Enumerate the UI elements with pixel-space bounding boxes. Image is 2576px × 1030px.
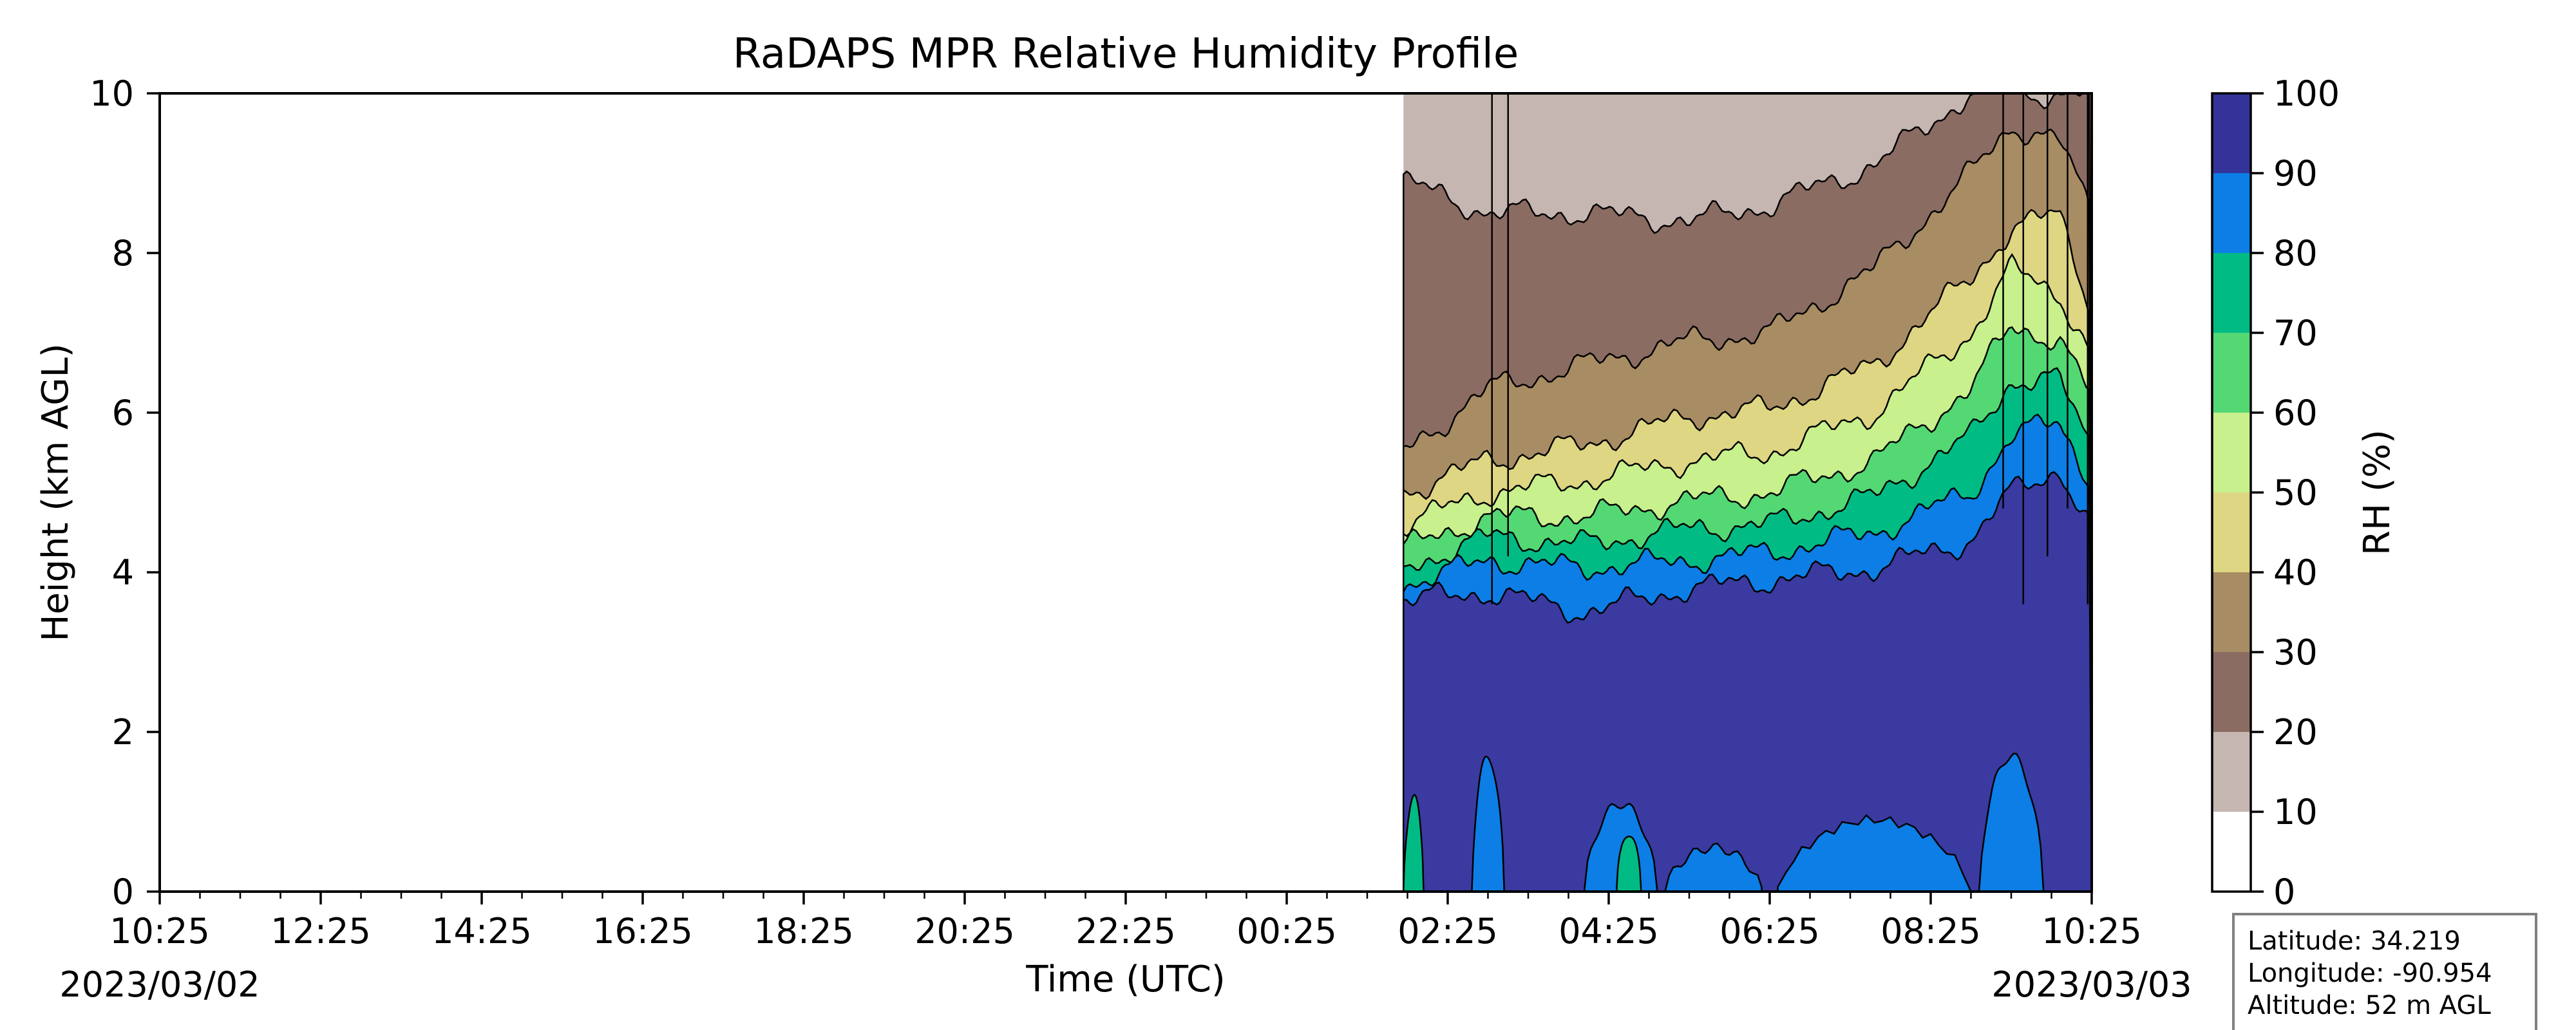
- colorbar-tick-label: 60: [2273, 393, 2318, 433]
- x-tick-label: 08:25: [1880, 911, 1981, 951]
- colorbar-segment: [2212, 572, 2251, 652]
- colorbar-tick-label: 100: [2273, 73, 2340, 114]
- x-tick-label: 16:25: [592, 911, 693, 951]
- info-longitude: Longitude: -90.954: [2248, 959, 2492, 988]
- plot-area: [1402, 93, 2092, 892]
- colorbar-tick-label: 50: [2273, 473, 2318, 513]
- colorbar-tick-label: 10: [2273, 792, 2318, 832]
- x-start-date: 2023/03/02: [59, 964, 260, 1005]
- x-tick-label: 22:25: [1075, 911, 1176, 951]
- y-tick-label: 0: [112, 872, 134, 912]
- x-tick-label: 10:25: [2041, 911, 2142, 951]
- rh-surface-patch: [1403, 794, 1425, 892]
- y-axis-label: Height (km AGL): [35, 343, 77, 641]
- colorbar-tick-label: 40: [2273, 552, 2318, 593]
- chart-title: RaDAPS MPR Relative Humidity Profile: [733, 30, 1519, 78]
- y-tick-label: 8: [112, 233, 134, 274]
- colorbar-tick-label: 80: [2273, 233, 2318, 274]
- x-tick-label: 14:25: [431, 911, 532, 951]
- colorbar-label: RH (%): [2356, 429, 2398, 556]
- x-axis-label: Time (UTC): [1025, 959, 1226, 1000]
- x-tick-label: 06:25: [1719, 911, 1820, 951]
- colorbar-segment: [2212, 93, 2251, 173]
- y-tick-label: 6: [112, 393, 134, 433]
- colorbar-segment: [2212, 652, 2251, 732]
- colorbar-tick-label: 0: [2273, 872, 2295, 912]
- x-tick-label: 04:25: [1558, 911, 1659, 951]
- x-tick-label: 00:25: [1236, 911, 1337, 951]
- info-latitude: Latitude: 34.219: [2248, 926, 2461, 956]
- colorbar-segment: [2212, 812, 2251, 892]
- y-tick-label: 4: [112, 552, 134, 593]
- x-axis: 10:25 12:25 14:25 16:25 18:25 20:25 22:25 00:25…: [109, 892, 2142, 951]
- rh-band-above-90: [1402, 471, 2092, 892]
- colorbar-segment: [2212, 492, 2251, 572]
- colorbar-segment: [2212, 173, 2251, 253]
- x-end-date: 2023/03/03: [1991, 964, 2192, 1005]
- colorbar-segment: [2212, 413, 2251, 492]
- y-tick-label: 2: [112, 712, 134, 753]
- colorbar: 0 10 20 30 40 50 60 70 80 90 100: [2211, 73, 2340, 912]
- y-axis: 0 2 4 6 8 10: [90, 73, 160, 912]
- colorbar-tick-label: 20: [2273, 712, 2318, 753]
- colorbar-tick-label: 90: [2273, 153, 2318, 194]
- info-box-frame: [2232, 913, 2537, 1030]
- x-tick-label: 10:25: [109, 911, 210, 951]
- rh-surface-patch: [1471, 755, 1505, 892]
- rh-surface-patch: [1978, 753, 2045, 892]
- colorbar-segment: [2212, 732, 2251, 812]
- x-tick-label: 20:25: [914, 911, 1015, 951]
- rh-surface-patch: [1777, 814, 1972, 892]
- rh-surface-patch: [1664, 842, 1763, 892]
- rh-surface-patch: [1616, 836, 1642, 892]
- y-tick-label: 10: [90, 73, 134, 114]
- info-box: Latitude: 34.219 Longitude: -90.954 Alti…: [2232, 913, 2537, 1030]
- colorbar-tick-label: 30: [2273, 632, 2318, 673]
- x-tick-label: 18:25: [753, 911, 854, 951]
- info-altitude: Altitude: 52 m AGL: [2248, 991, 2491, 1020]
- colorbar-tick-label: 70: [2273, 313, 2318, 353]
- x-tick-label: 02:25: [1397, 911, 1498, 951]
- colorbar-segment: [2212, 333, 2251, 413]
- colorbar-segment: [2212, 253, 2251, 333]
- x-tick-label: 12:25: [270, 911, 371, 951]
